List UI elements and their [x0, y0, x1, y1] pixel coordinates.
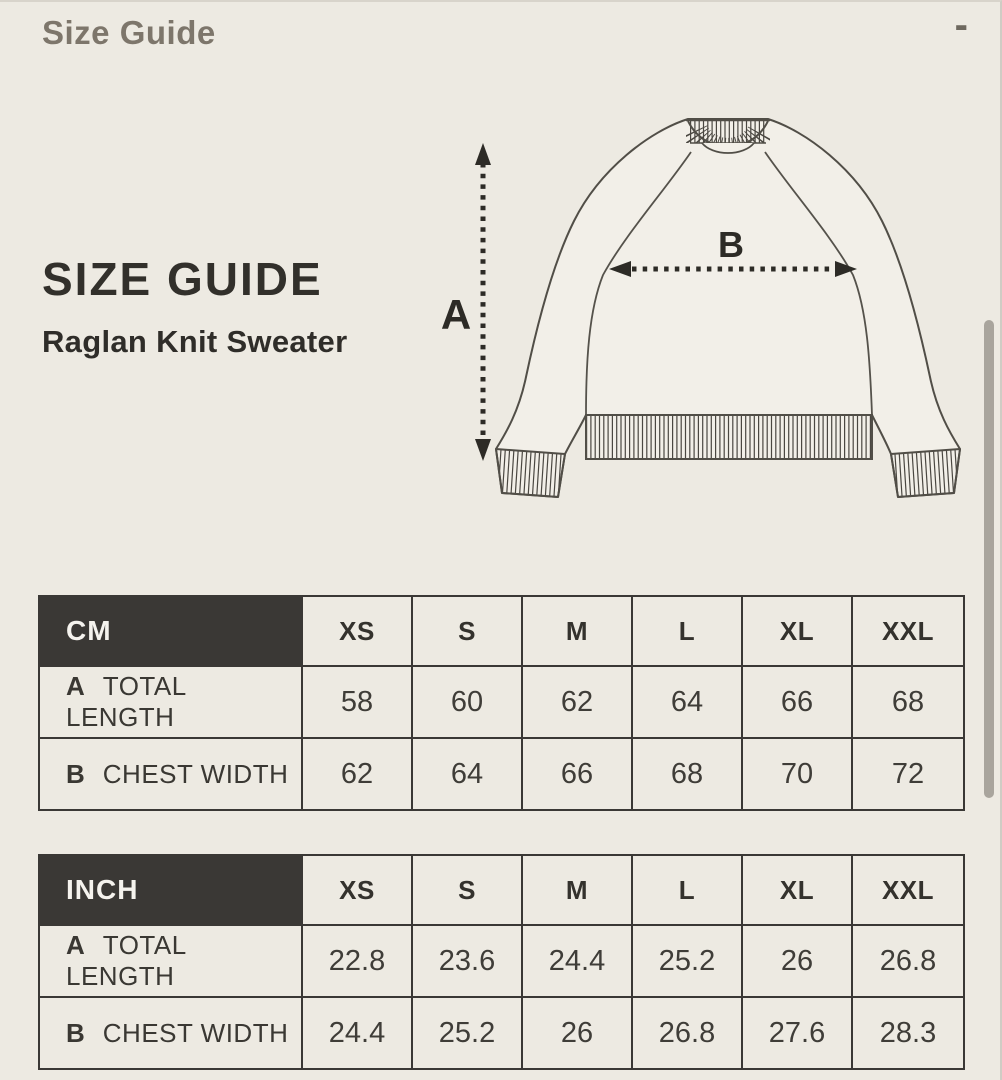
row-label: CHEST WIDTH [102, 1017, 289, 1048]
cell-value: 26 [741, 924, 853, 998]
row-label-total-length: A TOTAL LENGTH [38, 924, 303, 998]
measure-a-label: A [441, 291, 471, 338]
cell-value: 24.4 [521, 924, 633, 998]
cell-value: 66 [521, 737, 633, 811]
measure-b-label: B [718, 224, 744, 265]
size-table-cm: CM XS S M L XL XXL A TOTAL LENGTH 58 60 6… [38, 595, 965, 811]
cell-value: 26 [521, 996, 633, 1070]
cell-value: 70 [741, 737, 853, 811]
row-label: CHEST WIDTH [102, 758, 289, 789]
cell-value: 58 [301, 665, 413, 739]
right-cuff [890, 448, 961, 498]
cell-value: 64 [411, 737, 523, 811]
cell-value: 25.2 [411, 996, 523, 1070]
size-col-l: L [631, 595, 743, 667]
cell-value: 22.8 [301, 924, 413, 998]
sweater-diagram: A B [441, 118, 961, 498]
page-title: Size Guide [42, 14, 216, 51]
size-col-l: L [631, 854, 743, 926]
collar [686, 118, 770, 154]
size-col-xxl: XXL [851, 595, 965, 667]
table-row: B CHEST WIDTH 24.4 25.2 26 26.8 27.6 28.3 [38, 996, 965, 1070]
size-col-xs: XS [301, 595, 413, 667]
size-col-s: S [411, 595, 523, 667]
cell-value: 62 [521, 665, 633, 739]
row-label-chest-width: B CHEST WIDTH [38, 737, 303, 811]
size-col-xl: XL [741, 854, 853, 926]
table-row: B CHEST WIDTH 62 64 66 68 70 72 [38, 737, 965, 811]
table-header-row: CM XS S M L XL XXL [38, 595, 965, 667]
row-key: B [66, 758, 85, 789]
cell-value: 27.6 [741, 996, 853, 1070]
size-guide-heading: SIZE GUIDE [42, 253, 323, 305]
scrollbar-thumb[interactable] [984, 320, 994, 798]
size-col-m: M [521, 595, 633, 667]
row-label-chest-width: B CHEST WIDTH [38, 996, 303, 1070]
cell-value: 26.8 [631, 996, 743, 1070]
table-header-row: INCH XS S M L XL XXL [38, 854, 965, 926]
measure-b-arrow: B [609, 224, 857, 277]
table-row: A TOTAL LENGTH 58 60 62 64 66 68 [38, 665, 965, 739]
cell-value: 68 [851, 665, 965, 739]
cell-value: 28.3 [851, 996, 965, 1070]
row-key: A [66, 671, 85, 701]
cell-value: 25.2 [631, 924, 743, 998]
cell-value: 68 [631, 737, 743, 811]
size-col-s: S [411, 854, 523, 926]
row-label: TOTAL LENGTH [66, 671, 186, 732]
measure-a-arrow: A [441, 143, 491, 461]
hem-band [585, 414, 873, 460]
left-cuff [495, 448, 566, 498]
row-key: B [66, 1017, 85, 1048]
unit-header-inch: INCH [38, 854, 303, 926]
row-key: A [66, 930, 85, 960]
collapse-button[interactable]: - [949, 4, 974, 46]
cell-value: 66 [741, 665, 853, 739]
cell-value: 26.8 [851, 924, 965, 998]
table-row: A TOTAL LENGTH 22.8 23.6 24.4 25.2 26 26.… [38, 924, 965, 998]
size-table-inch: INCH XS S M L XL XXL A TOTAL LENGTH 22.8 … [38, 854, 965, 1070]
cell-value: 64 [631, 665, 743, 739]
size-col-xxl: XXL [851, 854, 965, 926]
size-col-m: M [521, 854, 633, 926]
row-label: TOTAL LENGTH [66, 930, 186, 991]
unit-header-cm: CM [38, 595, 303, 667]
cell-value: 60 [411, 665, 523, 739]
cell-value: 24.4 [301, 996, 413, 1070]
cell-value: 62 [301, 737, 413, 811]
product-name: Raglan Knit Sweater [42, 324, 348, 359]
cell-value: 23.6 [411, 924, 523, 998]
size-col-xl: XL [741, 595, 853, 667]
size-col-xs: XS [301, 854, 413, 926]
row-label-total-length: A TOTAL LENGTH [38, 665, 303, 739]
cell-value: 72 [851, 737, 965, 811]
